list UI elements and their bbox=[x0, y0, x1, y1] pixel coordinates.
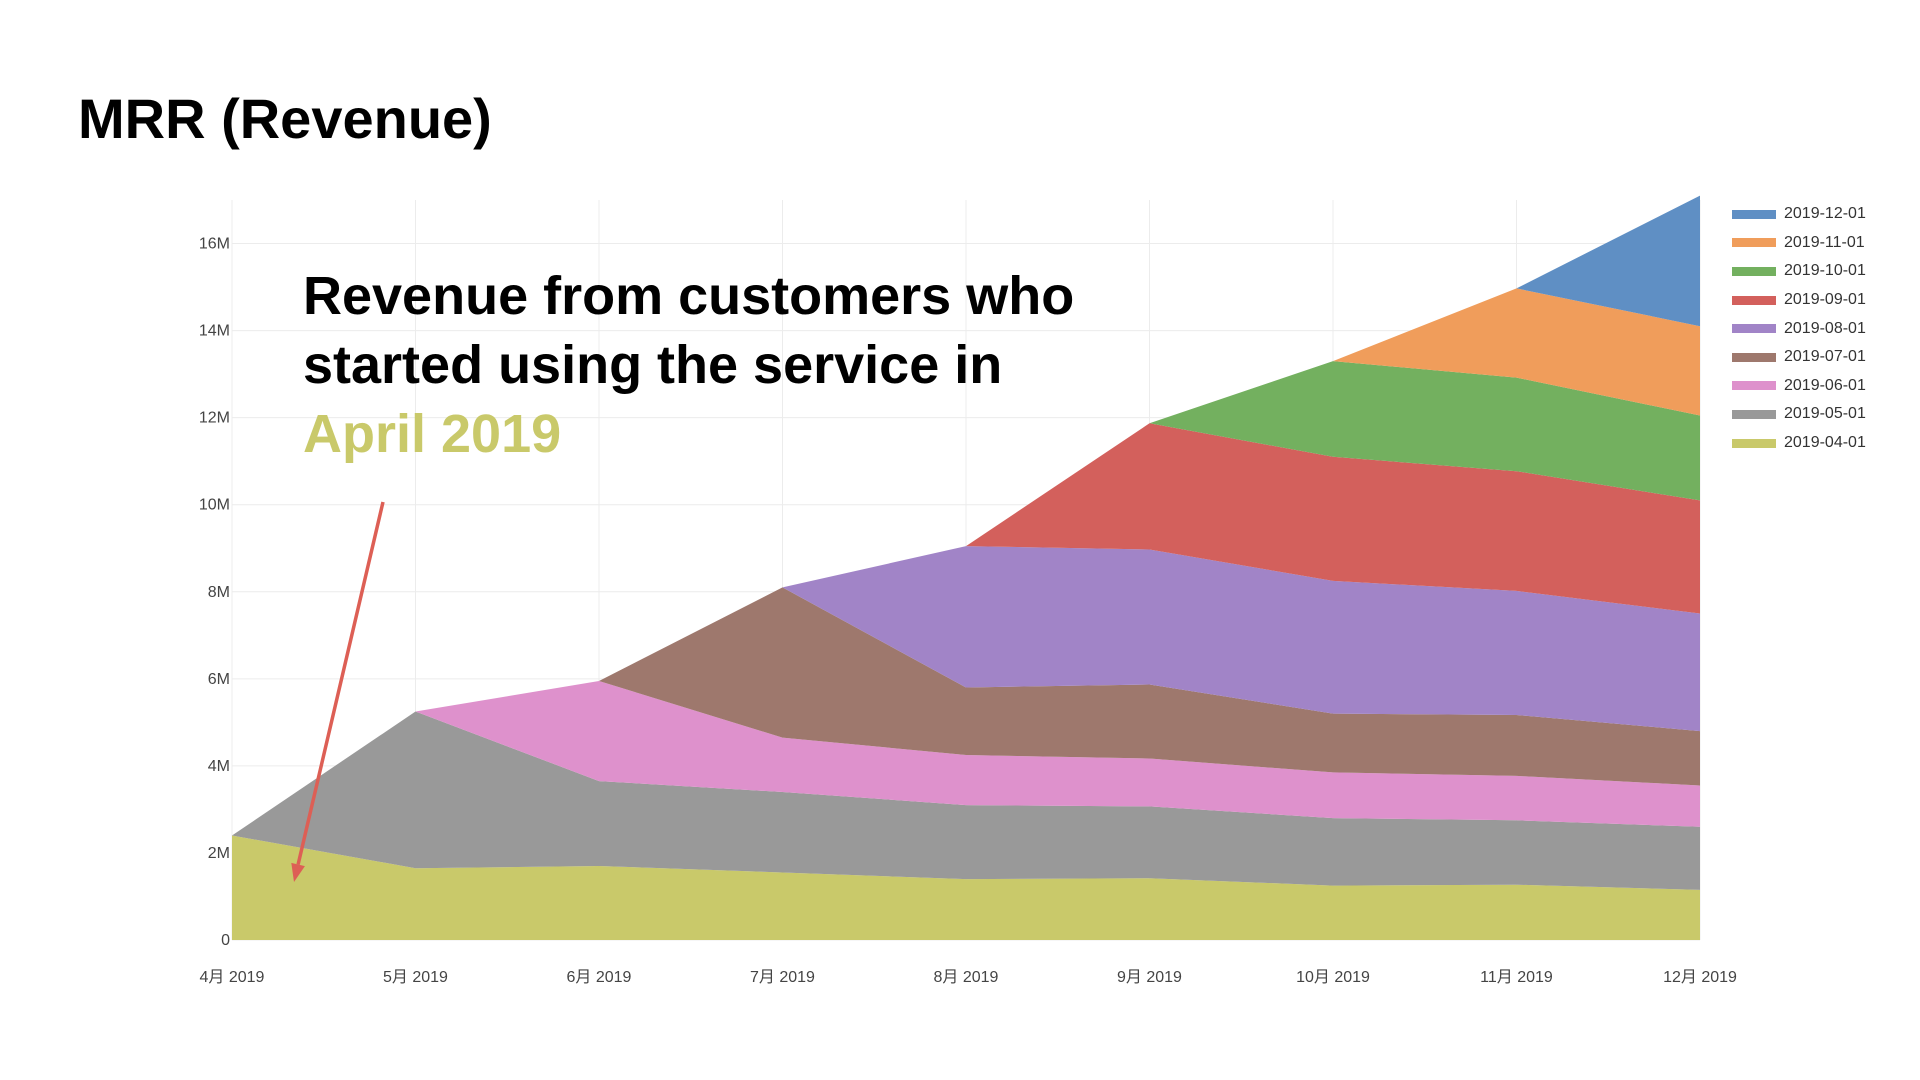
legend-swatch bbox=[1732, 209, 1776, 219]
page-title: MRR (Revenue) bbox=[78, 87, 492, 150]
annotation-line-2: started using the service in bbox=[303, 335, 1003, 395]
chart-areas bbox=[232, 195, 1700, 940]
area-series-2019-10-01 bbox=[232, 361, 1700, 836]
y-tick-label: 10M bbox=[199, 497, 230, 514]
x-tick-label: 10月 2019 bbox=[1296, 969, 1370, 986]
annotation-text: Revenue from customers who started using… bbox=[303, 262, 1074, 469]
legend-item[interactable]: 2019-12-01 bbox=[1732, 200, 1866, 229]
y-tick-label: 12M bbox=[199, 410, 230, 427]
area-series-2019-04-01 bbox=[232, 835, 1700, 940]
legend-item[interactable]: 2019-06-01 bbox=[1732, 372, 1866, 401]
y-tick-label: 14M bbox=[199, 323, 230, 340]
area-series-2019-07-01 bbox=[232, 587, 1700, 836]
x-tick-label: 8月 2019 bbox=[934, 969, 999, 986]
y-tick-label: 4M bbox=[208, 758, 230, 775]
area-series-2019-05-01 bbox=[232, 711, 1700, 890]
legend-label: 2019-05-01 bbox=[1784, 405, 1866, 423]
x-tick-label: 12月 2019 bbox=[1663, 969, 1737, 986]
x-tick-label: 7月 2019 bbox=[750, 969, 815, 986]
legend-item[interactable]: 2019-05-01 bbox=[1732, 400, 1866, 429]
x-tick-label: 9月 2019 bbox=[1117, 969, 1182, 986]
x-tick-label: 11月 2019 bbox=[1480, 969, 1553, 986]
legend-swatch bbox=[1732, 266, 1776, 276]
legend-swatch bbox=[1732, 381, 1776, 391]
annotation-line-1: Revenue from customers who bbox=[303, 266, 1075, 326]
area-series-2019-08-01 bbox=[232, 546, 1700, 836]
legend-item[interactable]: 2019-08-01 bbox=[1732, 314, 1866, 343]
area-series-2019-09-01 bbox=[232, 423, 1700, 836]
area-series-2019-11-01 bbox=[232, 288, 1700, 836]
legend-label: 2019-04-01 bbox=[1784, 434, 1866, 452]
legend-swatch bbox=[1732, 438, 1776, 448]
legend-swatch bbox=[1732, 324, 1776, 334]
legend-item[interactable]: 2019-09-01 bbox=[1732, 286, 1866, 315]
x-tick-label: 4月 2019 bbox=[200, 969, 265, 986]
x-tick-label: 5月 2019 bbox=[383, 969, 448, 986]
y-tick-label: 2M bbox=[208, 845, 230, 862]
annotation-highlight: April 2019 bbox=[303, 404, 562, 464]
legend-item[interactable]: 2019-11-01 bbox=[1732, 229, 1866, 258]
y-tick-label: 0 bbox=[221, 932, 230, 949]
x-axis-ticks: 4月 2019 5月 2019 6月 2019 7月 2019 8月 2019 9月 20… bbox=[200, 969, 1737, 986]
legend-label: 2019-10-01 bbox=[1784, 262, 1866, 280]
y-axis-ticks: 0 2M 4M 6M 8M 10M 12M 14M 16M bbox=[199, 236, 230, 949]
chart-legend: 2019-12-01 2019-11-01 2019-10-01 2019-09-01… bbox=[1732, 200, 1866, 457]
legend-label: 2019-11-01 bbox=[1784, 233, 1865, 251]
legend-label: 2019-12-01 bbox=[1784, 205, 1866, 223]
x-tick-label: 6月 2019 bbox=[567, 969, 632, 986]
legend-swatch bbox=[1732, 238, 1776, 248]
y-tick-label: 6M bbox=[208, 671, 230, 688]
legend-label: 2019-09-01 bbox=[1784, 291, 1866, 309]
y-tick-label: 16M bbox=[199, 236, 230, 253]
legend-swatch bbox=[1732, 409, 1776, 419]
legend-swatch bbox=[1732, 352, 1776, 362]
legend-label: 2019-06-01 bbox=[1784, 376, 1866, 394]
annotation-arrow-layer bbox=[291, 501, 385, 882]
legend-item[interactable]: 2019-07-01 bbox=[1732, 343, 1866, 372]
legend-item[interactable]: 2019-04-01 bbox=[1732, 429, 1866, 458]
area-series-2019-06-01 bbox=[232, 681, 1700, 836]
legend-item[interactable]: 2019-10-01 bbox=[1732, 257, 1866, 286]
annotation-arrow-line bbox=[296, 501, 385, 865]
annotation-arrow-head bbox=[291, 862, 305, 882]
legend-swatch bbox=[1732, 295, 1776, 305]
legend-label: 2019-07-01 bbox=[1784, 348, 1866, 366]
y-tick-label: 8M bbox=[208, 584, 230, 601]
legend-label: 2019-08-01 bbox=[1784, 319, 1866, 337]
